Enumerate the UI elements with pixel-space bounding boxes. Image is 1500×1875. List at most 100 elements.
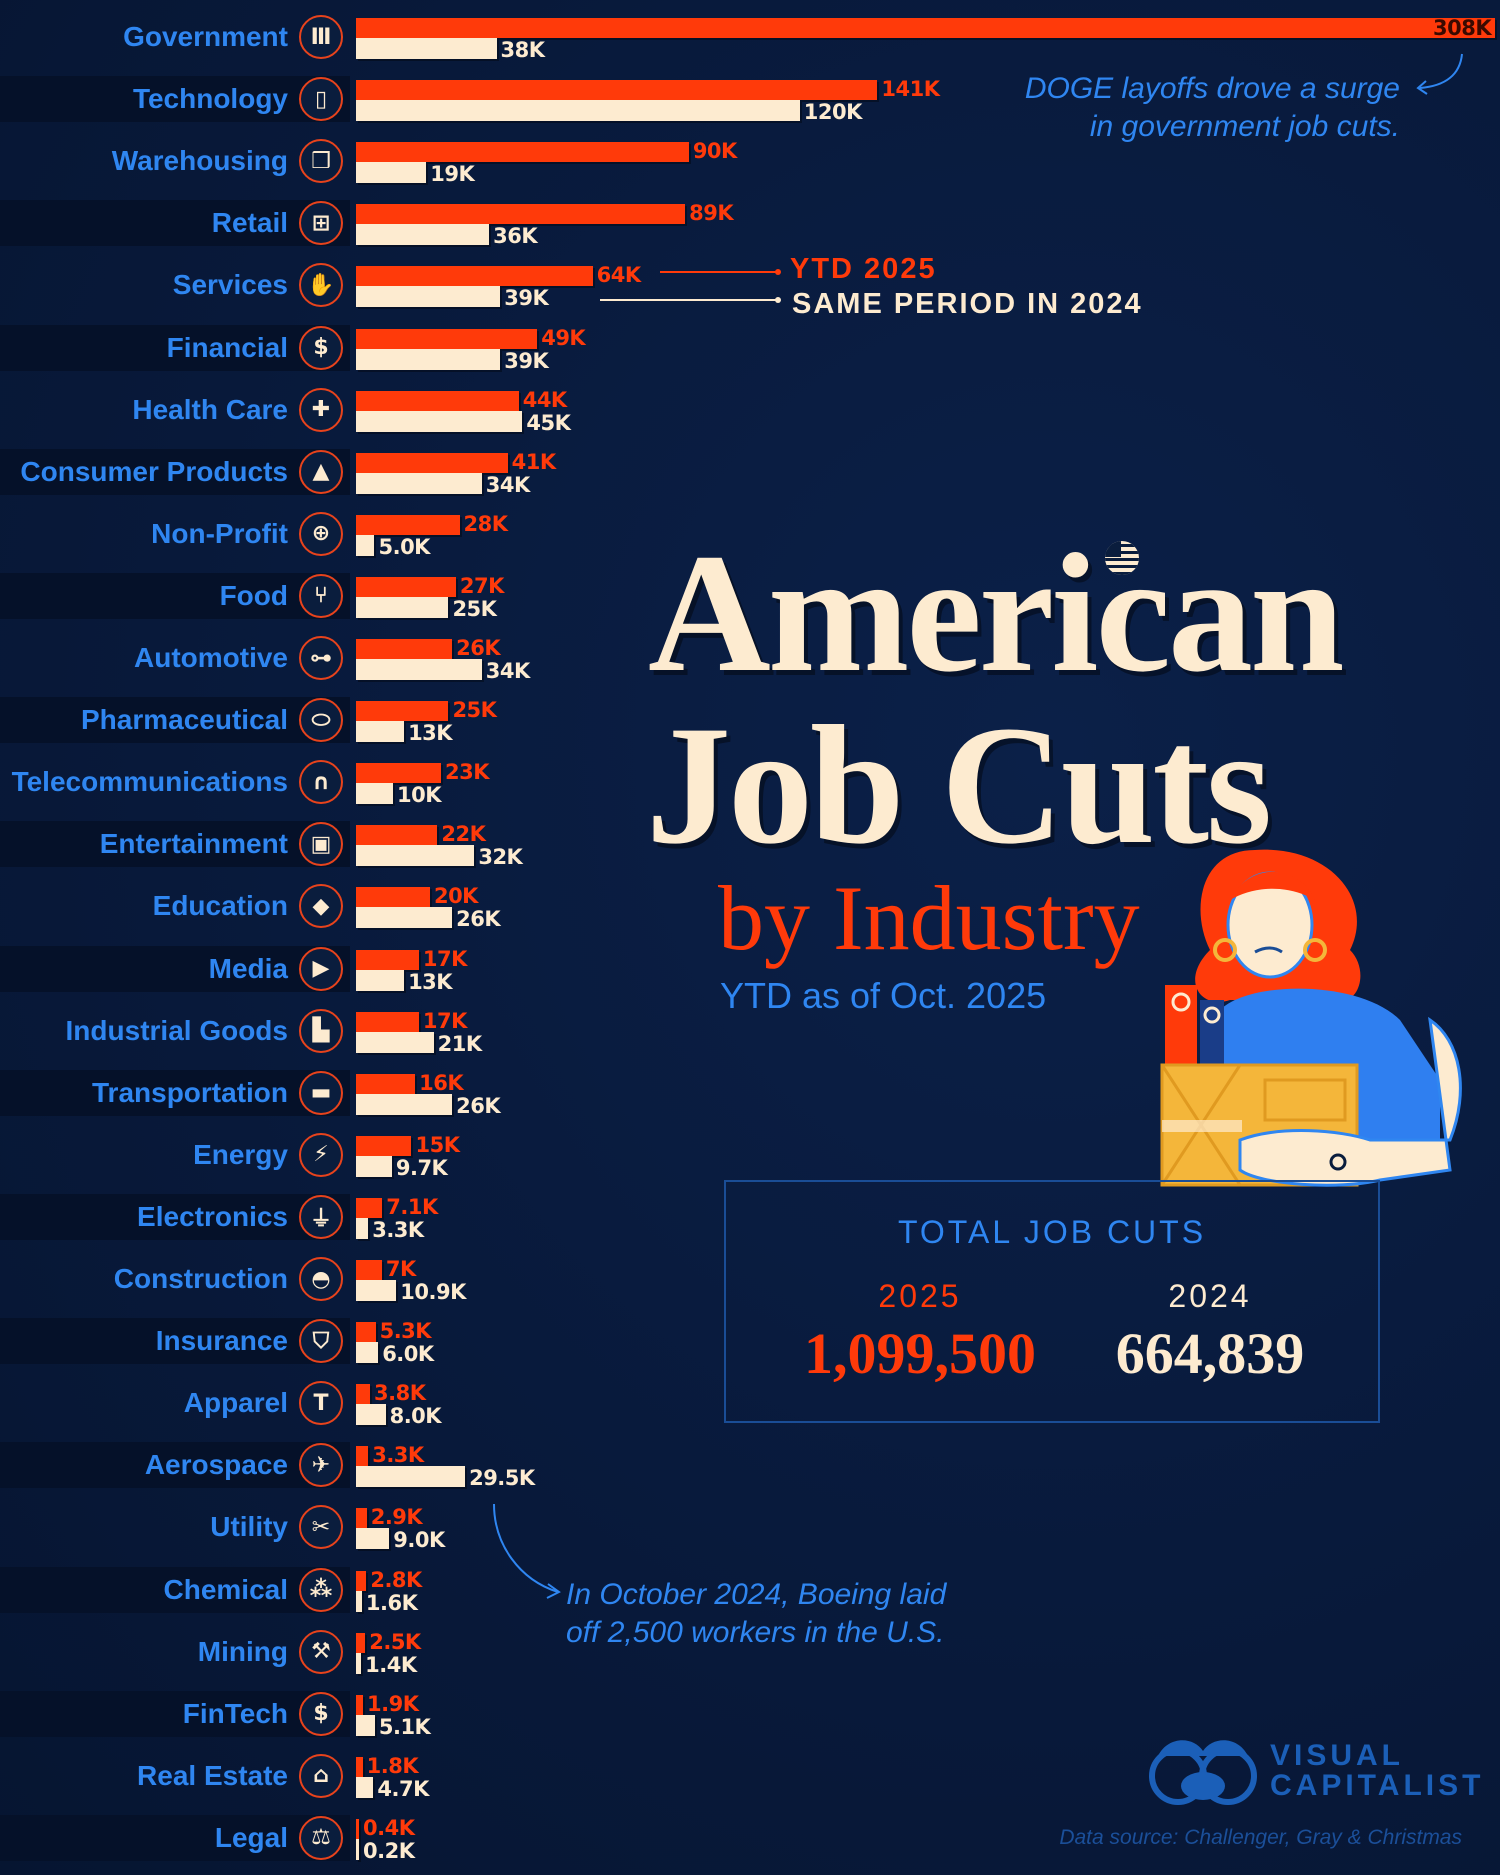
us-flag-icon [1105,541,1139,575]
value-label-2024: 120K [803,100,863,125]
value-label-2024: 32K [478,845,523,870]
headset-icon: ∩ [299,760,343,805]
bar-2024 [356,410,523,432]
legend-2024: SAME PERIOD IN 2024 [792,288,1143,320]
total-year-2025: 2025 [878,1278,962,1314]
row-stripe [0,572,350,619]
value-label-2024: 13K [408,969,453,994]
bar-2025 [356,142,689,163]
row-stripe [0,1814,350,1861]
title-line-2: Job Cuts [646,691,1272,879]
bar-2025 [356,18,1495,38]
bar-2024 [356,907,453,929]
category-label: Non-Profit [151,517,288,549]
tools-icon: ✂ [299,1505,343,1550]
bar-2025 [356,639,453,659]
house-icon: ⌂ [299,1753,343,1798]
tshirt-icon: T [299,1381,343,1426]
logo-line-1: VISUAL [1270,1739,1405,1772]
value-label-2024: 25K [452,596,497,621]
logo-line-2: CAPITALIST [1270,1769,1485,1802]
factory-icon: ▙ [299,1008,343,1053]
row-stripe [0,945,350,992]
value-label-2025: 25K [452,698,497,723]
shopping-cart-icon: ⊞ [299,201,343,246]
category-label: Food [219,579,288,611]
globe-icon: ⊕ [299,511,343,556]
bar-2024 [356,721,405,743]
category-label: Consumer Products [20,455,288,487]
lightning-icon: ⚡ [299,1132,343,1177]
bar-2024 [356,472,482,494]
dollar-icon: $ [299,325,343,370]
value-label-2025: 17K [422,1008,468,1033]
box-icon: ❒ [299,139,343,184]
category-label: Real Estate [137,1759,288,1791]
value-label-2025: 16K [419,1070,464,1095]
bar-2025 [356,1197,383,1218]
value-label-2025: 90K [692,139,738,164]
total-title: TOTAL JOB CUTS [897,1214,1207,1250]
category-label: Warehousing [111,145,288,177]
category-label: Apparel [183,1387,288,1419]
bar-2024 [356,38,497,59]
boeing-arrow-icon [493,1503,561,1599]
bar-2024 [356,224,490,246]
bar-2025 [356,1011,419,1032]
total-value-2024: 664,839 [1115,1321,1305,1386]
value-label-2025: 1.8K [366,1753,419,1778]
value-label-2025: 2.8K [370,1567,422,1592]
doge-arrow-icon [1416,53,1463,95]
bar-2025 [356,1446,369,1467]
bar-2024 [356,1776,374,1798]
value-label-2025: 2.9K [370,1505,423,1530]
value-label-2024: 39K [504,286,549,311]
gavel-icon: ⚖ [299,1815,343,1860]
bar-2024 [356,1280,397,1301]
row-stripe [0,200,350,247]
bar-2025 [356,763,442,784]
bar-2025 [356,949,419,970]
bar-2024 [356,596,449,618]
category-label: Energy [193,1138,288,1170]
value-label-2024: 26K [456,907,501,932]
value-label-2025: 20K [433,884,479,909]
bar-2024 [356,845,475,867]
value-label-2024: 21K [437,1031,483,1056]
value-label-2025: 64K [596,263,642,288]
value-label-2024: 26K [456,1093,501,1118]
value-label-2024: 0.2K [363,1838,415,1863]
bar-2024 [356,286,501,308]
bar-2024 [356,1093,453,1115]
bar-2025 [356,1632,366,1653]
value-label-2024: 1.4K [365,1652,417,1677]
bar-2024 [356,783,393,805]
truck-icon: ▬ [299,1070,343,1115]
bar-2025 [356,1260,382,1280]
value-label-2025: 0.4K [363,1815,415,1840]
category-label: Construction [113,1263,288,1294]
bar-2025 [356,887,430,908]
legend-2025: YTD 2025 [790,253,937,285]
value-label-2025: 3.3K [372,1443,424,1468]
bar-2025 [356,390,519,411]
graduation-cap-icon: ◆ [299,884,343,929]
value-label-2024: 29.5K [469,1466,535,1491]
category-label: Entertainment [99,828,288,860]
title-line-3: by Industry [718,867,1140,969]
category-label: FinTech [182,1697,288,1729]
row-stripe [0,1566,350,1613]
bar-2025 [356,825,438,846]
bar-2024 [356,1590,362,1612]
bar-2024 [356,1652,362,1674]
bar-2025 [356,1384,371,1405]
bar-2025 [356,204,686,225]
value-label-2025: 23K [445,760,490,785]
value-label-2025: 2.5K [369,1629,421,1654]
value-label-2024: 8.0K [389,1404,442,1429]
row-stripe [0,1442,350,1489]
value-label-2025: 141K [881,77,940,102]
value-label-2025: 41K [511,449,557,474]
row-stripe [0,1318,350,1365]
row-stripe [0,1690,350,1737]
